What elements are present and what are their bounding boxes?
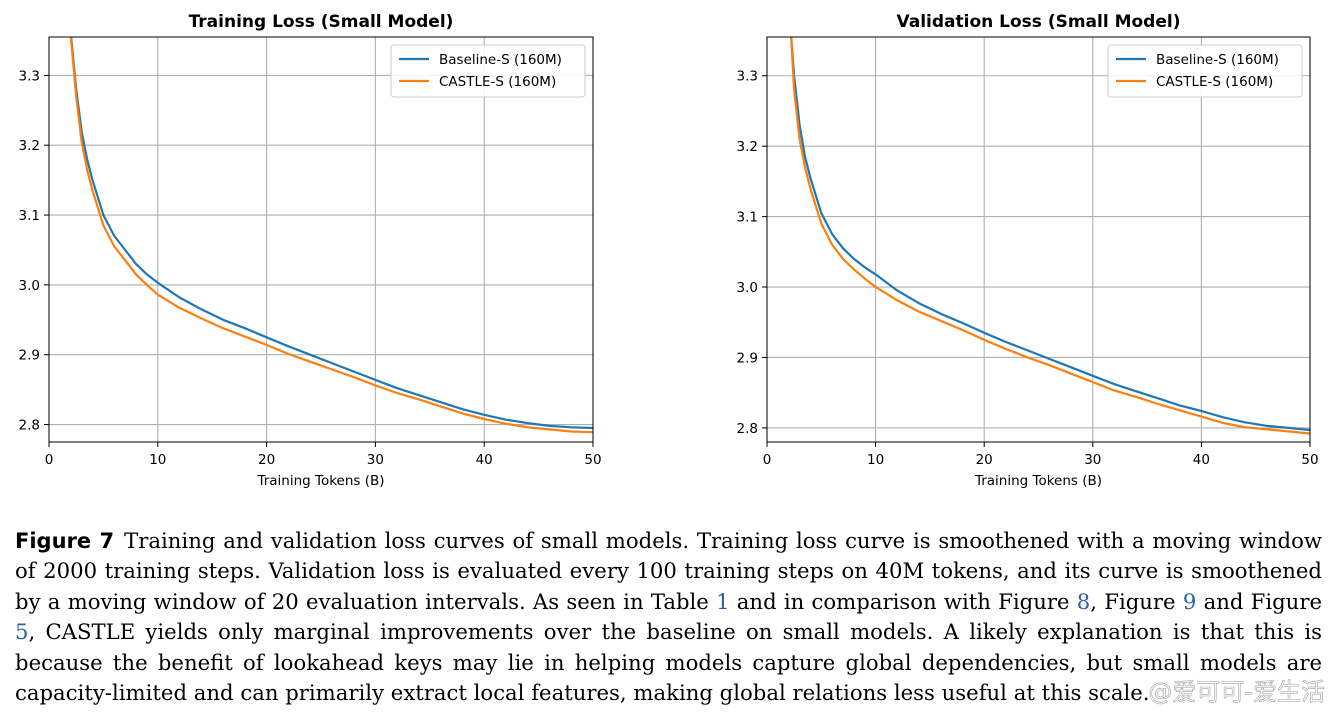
legend-box xyxy=(1107,44,1303,98)
caption-text: and in comparison with Figure xyxy=(729,588,1077,614)
caption-text: and Figure xyxy=(1196,588,1322,614)
x-tick-label: 30 xyxy=(367,452,384,468)
y-tick-label: 3.1 xyxy=(19,208,40,224)
plot-frame xyxy=(48,36,594,443)
caption-text: , CASTLE yields only marginal improvemen… xyxy=(15,619,1322,706)
x-tick-label: 50 xyxy=(1301,452,1318,468)
legend-label: Baseline-S (160M) xyxy=(1156,52,1279,68)
chart-title: Training Loss (Small Model) xyxy=(189,12,454,32)
legend-label: CASTLE-S (160M) xyxy=(439,74,556,90)
figure-ref-link[interactable]: 8 xyxy=(1076,588,1091,614)
y-tick-label: 3.0 xyxy=(19,278,40,294)
x-tick-label: 0 xyxy=(763,452,772,468)
x-tick-label: 30 xyxy=(1084,452,1101,468)
legend-label: CASTLE-S (160M) xyxy=(1156,74,1273,90)
caption-label: Figure 7 xyxy=(15,529,115,553)
x-axis-label: Training Tokens (B) xyxy=(256,473,384,489)
legend-box xyxy=(390,44,586,98)
x-tick-label: 40 xyxy=(476,452,493,468)
y-tick-label: 2.8 xyxy=(19,418,40,434)
x-tick-label: 10 xyxy=(867,452,884,468)
y-tick-label: 3.1 xyxy=(737,210,758,226)
watermark: @爱可可-爱生活 xyxy=(1148,678,1325,707)
legend-label: Baseline-S (160M) xyxy=(439,52,562,68)
y-tick-label: 3.3 xyxy=(737,69,758,85)
x-tick-label: 10 xyxy=(149,452,166,468)
x-tick-label: 0 xyxy=(45,452,54,468)
plot-frame xyxy=(766,36,1311,443)
x-tick-label: 50 xyxy=(584,452,601,468)
figure-caption: Figure 7 Training and validation loss cur… xyxy=(15,526,1322,708)
x-tick-label: 20 xyxy=(976,452,993,468)
series-line-baseline-s xyxy=(790,37,1310,432)
x-tick-label: 40 xyxy=(1193,452,1210,468)
training-loss-chart: 0 10 20 30 40 50 2.8 2.9 3.0 3.1 3.2 3.3 Training Lo… xyxy=(19,12,602,489)
y-tick-label: 2.8 xyxy=(737,421,758,437)
y-tick-label: 3.2 xyxy=(737,139,758,155)
validation-loss-chart: 0 10 20 30 40 50 2.8 2.9 3.0 3.1 3.2 3.3 Validation … xyxy=(737,12,1319,489)
y-tick-label: 3.0 xyxy=(737,280,758,296)
caption-text: , Figure xyxy=(1090,588,1183,614)
series-line-castle-s xyxy=(789,37,1310,435)
caption-text: Training and validation loss curves of s… xyxy=(15,528,1322,614)
series-line-baseline-s xyxy=(70,37,593,430)
y-tick-label: 3.3 xyxy=(19,68,40,84)
figure-ref-link[interactable]: 5 xyxy=(15,619,29,645)
table-ref-link[interactable]: 1 xyxy=(716,588,730,614)
figure-7-charts: 0 10 20 30 40 50 2.8 2.9 3.0 3.1 3.2 3.3 Training Lo… xyxy=(19,12,1319,489)
y-tick-label: 2.9 xyxy=(737,350,758,366)
figure-ref-link[interactable]: 9 xyxy=(1182,588,1197,614)
chart-title: Validation Loss (Small Model) xyxy=(897,12,1181,32)
series-line-castle-s xyxy=(69,37,593,434)
x-axis-label: Training Tokens (B) xyxy=(974,473,1102,489)
y-tick-label: 2.9 xyxy=(19,348,40,364)
x-tick-label: 20 xyxy=(258,452,275,468)
y-tick-label: 3.2 xyxy=(19,138,40,154)
